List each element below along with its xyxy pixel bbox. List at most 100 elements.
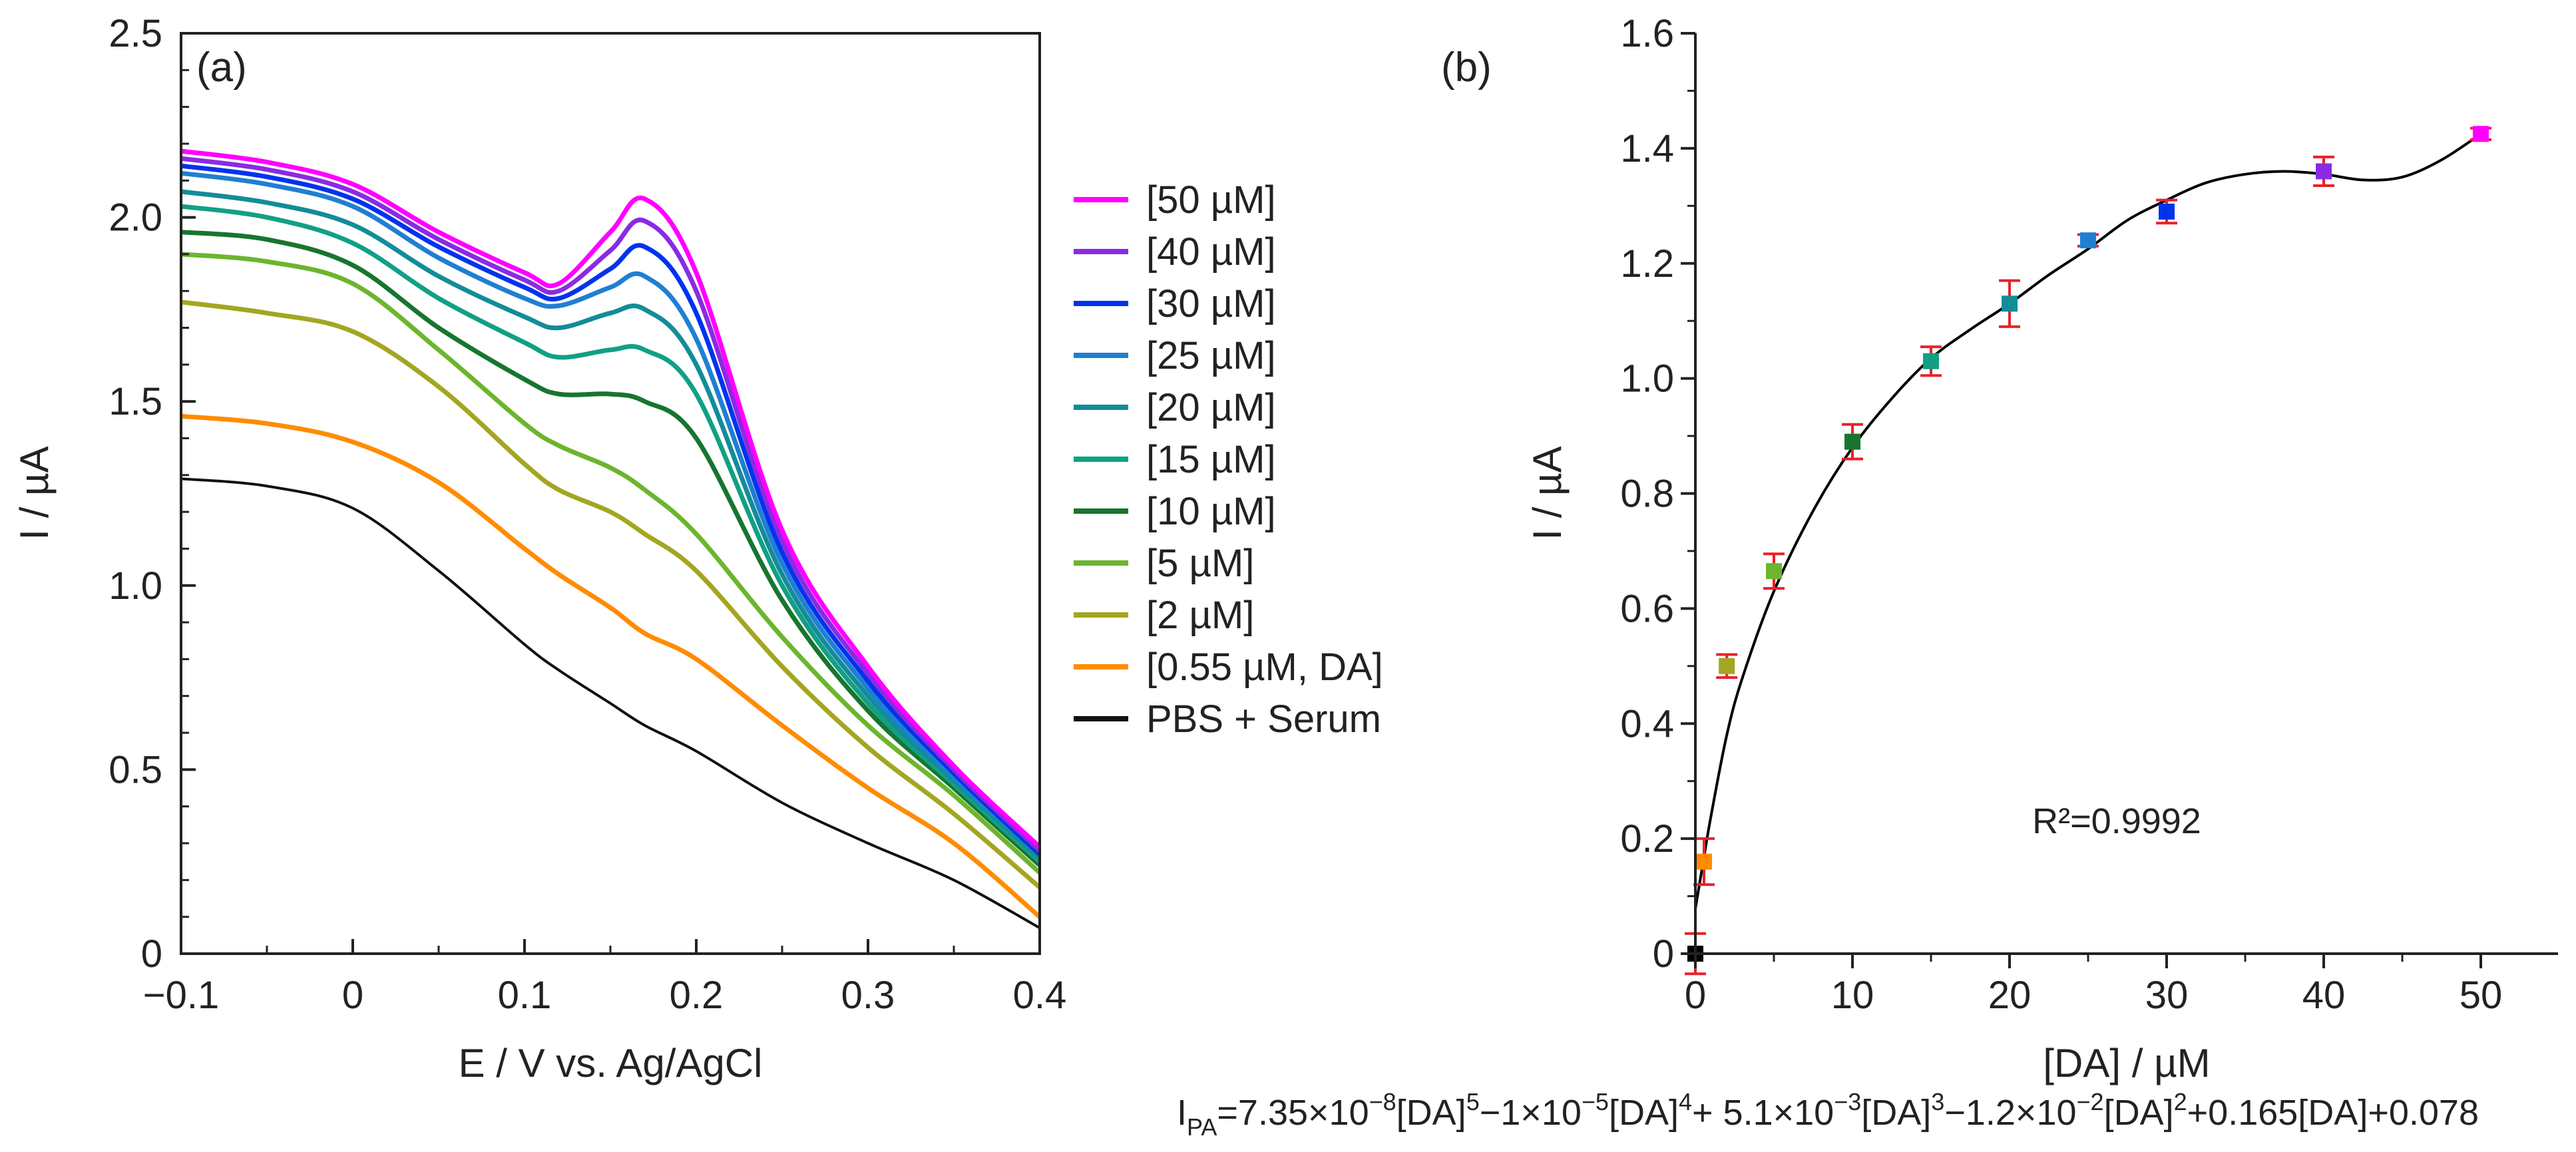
a-y-tick-label: 1.5: [108, 380, 162, 423]
legend-label: [50 µM]: [1146, 178, 1276, 222]
point-marker: [2002, 295, 2018, 312]
data-point: [2156, 198, 2177, 225]
b-x-tick-label: 0: [1685, 974, 1706, 1017]
legend-item: [40 µM]: [1074, 230, 1276, 274]
panel-b-y-tick-labels: 0 0.2 0.4 0.6 0.8 1.0 1.2 1.4 1.6: [1620, 12, 1674, 976]
b-y-tick-label: 0: [1653, 932, 1674, 976]
panel-b: (b) 0 10 20 30 40 50 0 0.2 0.4 0.6 0.8 1…: [1177, 12, 2558, 1141]
series-line: [180, 230, 1042, 867]
panel-a-label: (a): [196, 45, 247, 91]
panel-b-x-tick-labels: 0 10 20 30 40 50: [1685, 974, 2502, 1017]
legend-item: [0.55 µM, DA]: [1074, 646, 1383, 689]
series-line: [180, 299, 1042, 890]
point-marker: [2316, 163, 2332, 180]
series-line: [180, 156, 1042, 853]
b-y-tick-label: 0.6: [1620, 587, 1674, 630]
b-x-tick-label: 30: [2145, 974, 2189, 1017]
legend-label: [20 µM]: [1146, 386, 1276, 429]
point-marker: [1766, 563, 1782, 580]
legend-label: [10 µM]: [1146, 490, 1276, 533]
panel-a-y-tick-labels: 0 0.5 1.0 1.5 2.0 2.5: [108, 12, 162, 976]
point-marker: [1719, 658, 1735, 674]
panel-a-x-tick-labels: −0.1 0 0.1 0.2 0.3 0.4: [143, 974, 1067, 1017]
data-point: [1693, 837, 1715, 886]
panel-a-y-axis-title: I / µA: [12, 446, 57, 540]
b-y-tick-label: 1.0: [1620, 357, 1674, 401]
b-y-tick-label: 0.4: [1620, 702, 1674, 745]
data-point: [1999, 279, 2020, 328]
a-y-tick-label: 0.5: [108, 748, 162, 791]
legend-label: [0.55 µM, DA]: [1146, 646, 1383, 689]
b-y-tick-label: 1.2: [1620, 242, 1674, 286]
data-point: [2077, 232, 2099, 249]
panel-b-y-axis-title: I / µA: [1525, 446, 1570, 540]
a-x-tick-label: 0.4: [1013, 974, 1067, 1017]
b-y-tick-label: 0.2: [1620, 817, 1674, 861]
data-point: [1842, 423, 1863, 461]
a-y-tick-label: 0: [141, 932, 162, 976]
point-marker: [1695, 853, 1712, 870]
legend-label: [15 µM]: [1146, 438, 1276, 481]
legend-item: [5 µM]: [1074, 542, 1254, 585]
legend-item: PBS + Serum: [1074, 697, 1381, 741]
data-point: [1763, 552, 1785, 590]
a-x-tick-label: 0.1: [498, 974, 552, 1017]
a-x-tick-label: 0.2: [670, 974, 724, 1017]
legend-item: [2 µM]: [1074, 594, 1254, 637]
panel-a-x-axis-title: E / V vs. Ag/AgCl: [459, 1041, 763, 1085]
panel-a-series-group: [180, 148, 1042, 930]
a-y-tick-label: 2.0: [108, 196, 162, 240]
data-point: [2470, 126, 2491, 142]
point-marker: [2473, 126, 2489, 142]
legend-label: [40 µM]: [1146, 230, 1276, 274]
data-point: [1716, 653, 1738, 679]
legend-label: [30 µM]: [1146, 282, 1276, 325]
series-line: [180, 477, 1040, 930]
point-marker: [1923, 353, 1939, 369]
panel-a: (a) −0.1 0 0.1 0.2 0.3 0.4 0 0.5 1.0 1.5…: [12, 12, 1066, 1085]
a-y-tick-label: 1.0: [108, 564, 162, 608]
a-x-tick-label: 0: [342, 974, 363, 1017]
regression-equation: IPA=7.35×10−8[DA]5−1×10−5[DA]4+ 5.1×10−3…: [1177, 1088, 2479, 1141]
series-line: [180, 189, 1042, 860]
legend-label: [5 µM]: [1146, 542, 1254, 585]
point-marker: [2080, 232, 2096, 249]
b-x-tick-label: 20: [1988, 974, 2032, 1017]
data-point: [2313, 155, 2334, 188]
legend-label: [2 µM]: [1146, 594, 1254, 637]
legend-label: [25 µM]: [1146, 334, 1276, 377]
a-x-tick-label: −0.1: [143, 974, 220, 1017]
b-x-tick-label: 50: [2460, 974, 2503, 1017]
point-marker: [1844, 433, 1860, 450]
b-y-tick-label: 1.6: [1620, 12, 1674, 55]
r-squared-annotation: R²=0.9992: [2032, 801, 2201, 841]
series-line: [180, 170, 1042, 857]
legend-item: [30 µM]: [1074, 282, 1276, 325]
legend-item: [15 µM]: [1074, 438, 1276, 481]
panel-b-label: (b): [1441, 45, 1492, 91]
b-x-tick-label: 10: [1831, 974, 1874, 1017]
panel-b-points-group: [1685, 126, 2491, 976]
legend-item: [25 µM]: [1074, 334, 1276, 377]
series-line: [180, 204, 1042, 864]
series-line: [180, 148, 1042, 849]
legend: [50 µM] [40 µM] [30 µM] [25 µM] [20 µM] …: [1074, 178, 1383, 741]
panel-a-ticks: [180, 32, 1041, 955]
legend-item: [20 µM]: [1074, 386, 1276, 429]
data-point: [1920, 345, 1942, 377]
legend-item: [10 µM]: [1074, 490, 1276, 533]
series-line: [180, 413, 1042, 919]
point-marker: [2159, 203, 2175, 220]
a-x-tick-label: 0.3: [841, 974, 895, 1017]
legend-label: PBS + Serum: [1146, 697, 1381, 741]
series-line: [180, 252, 1042, 874]
panel-b-ticks: [1681, 32, 2482, 968]
a-y-tick-label: 2.5: [108, 12, 162, 55]
panel-b-x-axis-title: [DA] / µM: [2043, 1041, 2210, 1085]
b-x-tick-label: 40: [2302, 974, 2346, 1017]
series-line: [180, 163, 1042, 857]
b-y-tick-label: 1.4: [1620, 127, 1674, 170]
b-y-tick-label: 0.8: [1620, 473, 1674, 516]
